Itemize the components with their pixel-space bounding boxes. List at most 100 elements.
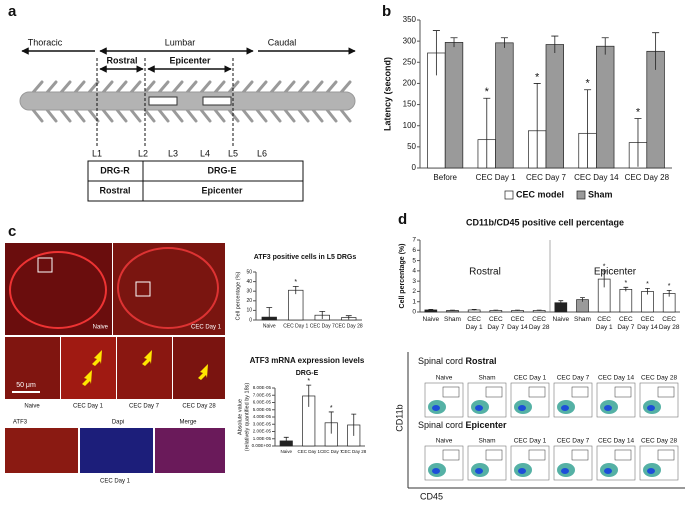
y-tick-label: 20 [246,298,252,304]
error-bar [652,32,660,70]
flow-gate [657,386,675,398]
x-tick-label: CEC Day 1 [465,316,483,331]
region-label: Thoracic [28,37,63,47]
y-tick-label: 0.00E+00 [252,443,272,448]
error-bar [500,37,508,48]
significance-mark: * [294,279,297,286]
flow-column-label: CEC Day 28 [641,375,678,382]
bar [545,44,564,169]
panel-label: c [8,223,16,240]
level-label: L2 [138,148,148,158]
flow-core [475,405,483,411]
image-label: CEC Day 1 [191,325,222,331]
region-label: Lumbar [165,37,196,47]
flow-core [604,468,612,474]
flow-plots: Spinal cord Rostral Spinal cord Epicente… [394,352,685,501]
micrograph [5,337,60,399]
y-tick-label: 300 [403,36,417,45]
image-label: CEC Day 28 [182,404,216,410]
error-bar [319,310,326,320]
y-tick-label: 200 [403,79,417,88]
significance-mark: * [636,106,641,118]
x-tick-label: Naive [280,449,292,454]
bar [288,289,304,321]
image-label: CEC Day 7 [129,404,160,410]
level-label: L6 [257,148,267,158]
y-tick-label: 5.00E-05 [253,407,272,412]
significance-mark: * [330,405,333,412]
channel-label: Dapi [112,420,124,426]
error-bar [328,411,334,434]
error-bar [351,413,357,436]
micrograph [5,428,78,473]
error-bar [645,287,650,295]
significance-mark: * [624,280,627,287]
error-bar [483,97,491,168]
flow-column-label: CEC Day 14 [598,438,635,445]
y-tick-label: 6 [412,247,416,254]
panel-label: d [398,211,407,228]
flow-y-label: CD11b [394,404,404,431]
y-tick-label: 2.00E-05 [253,429,272,434]
x-tick-label: CEC Day 28 [625,173,670,182]
scale-bar-label: 50 μm [16,382,36,389]
y-tick-label: 8.00E-05 [253,385,272,390]
micrograph [61,337,116,399]
error-bar [601,270,607,288]
y-tick-label: 1 [412,298,416,305]
x-tick-label: Naive [263,323,276,329]
significance-mark: * [535,71,540,83]
error-bar [558,300,564,305]
panel-label: a [8,3,17,20]
row-name: Epicenter [466,420,508,430]
level-label: L1 [92,148,102,158]
flow-column-label: Sham [479,438,496,445]
y-tick-label: 5 [412,257,416,264]
micrographs: Naive CEC Day 1 50 μm Naive CEC Day 1 CE… [5,243,225,485]
micrograph [117,337,172,399]
flow-core [604,405,612,411]
y-axis-title: Latency (second) [382,57,392,131]
error-bar [266,307,273,320]
flow-gate [571,386,589,398]
legend-label: Sham [588,189,613,199]
flow-grid: Naive Sham CEC Day 1 CEC Day 7 CEC Day 14 CEC… [424,375,679,481]
x-tick-label: Naive [422,316,440,323]
x-tick-label: CEC Day 14 [637,316,658,331]
chart-title: ATF3 mRNA expression levels [250,356,365,365]
flow-column-label: Sham [479,375,496,382]
bar [596,45,615,169]
micrograph [173,337,225,399]
x-tick-label: Naive [552,316,570,323]
bar [495,42,514,169]
bar [444,42,464,169]
y-tick-label: 30 [246,289,252,295]
micrograph [155,428,225,473]
error-bar [536,309,542,311]
flow-gate [485,386,503,398]
image-label: CEC Day 1 [73,404,104,410]
chart-subtitle: DRG-E [296,370,319,377]
subregion-label: Rostral [106,55,137,65]
x-tick-label: CEC Day 28 [528,316,550,331]
x-tick-label: CEC Day 7 [320,449,343,454]
x-tick-label: CEC Day 28 [658,316,680,331]
error-bar [471,309,477,311]
flow-gate [528,386,546,398]
x-tick-label: Sham [443,316,461,323]
y-tick-label: 250 [403,57,417,66]
y-tick-label: 50 [246,269,252,275]
error-bar [666,290,672,297]
error-bar [292,286,299,295]
error-bar [432,30,440,76]
y-tick-label: 3.00E-05 [253,421,272,426]
y-tick-label: 1.00E-05 [253,436,272,441]
y-tick-label: 50 [407,142,416,151]
significance-mark: * [668,283,671,290]
image-label: Naive [93,325,109,331]
y-tick-label: 150 [403,100,417,109]
y-tick-label: 4 [412,268,416,275]
flow-row-title: Spinal cord Rostral [418,356,497,366]
error-bar [623,286,629,292]
error-bar [450,37,458,48]
